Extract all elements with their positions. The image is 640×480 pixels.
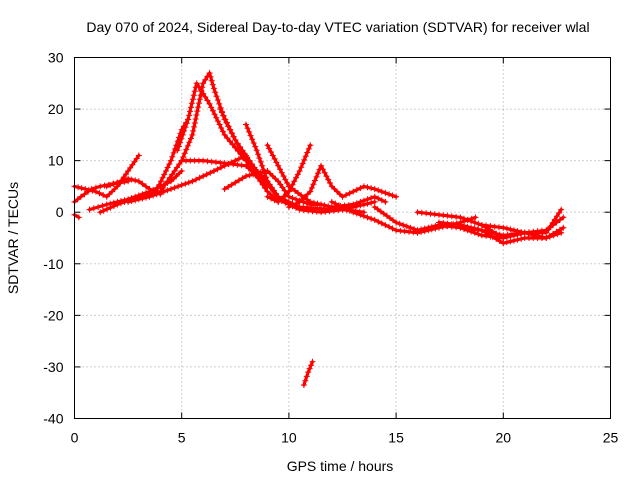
y-tick-label: -10 xyxy=(43,256,63,272)
axis-ticks: 0 5 10 15 20 25 -40 -30 -20 -10 0 10 20 30 xyxy=(43,50,618,446)
y-tick-label: 0 xyxy=(56,204,64,220)
y-axis-label: SDTVAR / TECUs xyxy=(5,182,21,294)
series-arc-22 xyxy=(478,206,565,236)
series-markers xyxy=(264,142,314,205)
series-markers xyxy=(300,358,316,388)
series-layer xyxy=(71,70,567,388)
x-tick-label: 20 xyxy=(496,430,512,446)
series-arc-3 xyxy=(71,211,82,221)
series-arc-15 xyxy=(264,142,314,205)
y-tick-label: 30 xyxy=(48,50,64,66)
series-arc-16 xyxy=(285,162,400,211)
plot-frame xyxy=(74,57,611,419)
y-tick-label: -40 xyxy=(43,411,63,427)
series-markers xyxy=(285,162,400,211)
y-tick-label: 10 xyxy=(48,153,64,169)
x-tick-label: 0 xyxy=(71,430,79,446)
series-line xyxy=(72,153,141,199)
x-tick-label: 15 xyxy=(388,430,404,446)
y-tick-label: -30 xyxy=(43,359,63,375)
chart-title: Day 070 of 2024, Sidereal Day-to-day VTE… xyxy=(86,19,589,35)
y-tick-label: 20 xyxy=(48,101,64,117)
x-tick-label: 5 xyxy=(178,430,186,446)
series-markers xyxy=(457,224,567,247)
series-arc-21 xyxy=(457,224,567,247)
x-tick-label: 10 xyxy=(281,430,297,446)
x-tick-label: 25 xyxy=(603,430,619,446)
x-axis-label: GPS time / hours xyxy=(287,458,394,474)
series-arc-23 xyxy=(300,358,316,388)
y-tick-label: -20 xyxy=(43,307,63,323)
series-markers xyxy=(71,152,142,200)
series-arc-1 xyxy=(71,152,142,200)
series-markers xyxy=(478,206,565,236)
